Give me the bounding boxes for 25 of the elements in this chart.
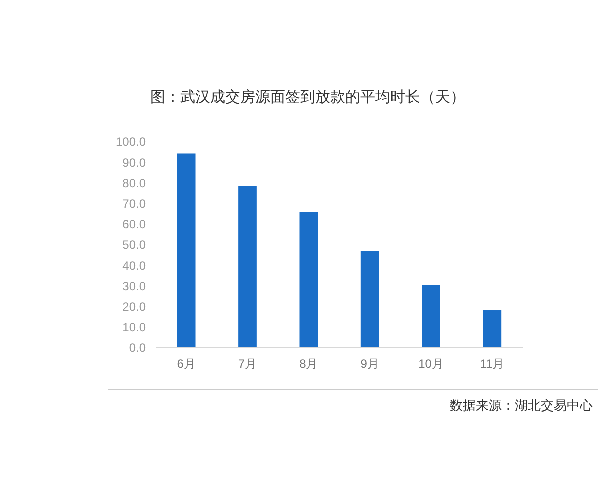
x-tick-label: 7月	[238, 357, 258, 371]
y-tick-label: 80.0	[122, 176, 146, 190]
y-tick-label: 70.0	[122, 197, 146, 211]
y-tick-label: 100.0	[116, 135, 146, 150]
y-tick-label: 60.0	[122, 218, 146, 232]
y-tick-label: 30.0	[122, 279, 146, 294]
y-tick-label: 20.0	[122, 300, 146, 314]
y-tick-label: 50.0	[122, 238, 146, 252]
y-tick-label: 40.0	[122, 258, 146, 273]
x-tick-label: 11月	[480, 357, 505, 371]
y-tick-label: 0.0	[129, 341, 146, 356]
x-tick-label: 6月	[177, 357, 196, 371]
bar	[483, 310, 502, 348]
source-note: 数据来源：湖北交易中心	[450, 398, 593, 413]
x-tick-label: 8月	[300, 357, 318, 371]
bar	[300, 212, 318, 348]
x-tick-label: 9月	[360, 357, 380, 371]
y-tick-label: 10.0	[122, 320, 146, 335]
bar	[238, 186, 257, 348]
y-tick-label: 90.0	[122, 156, 146, 170]
bar	[360, 251, 380, 348]
bar	[422, 285, 440, 348]
bar	[177, 154, 196, 348]
chart-title: 图：武汉成交房源面签到放款的平均时长（天）	[150, 89, 466, 106]
x-tick-label: 10月	[418, 357, 444, 371]
